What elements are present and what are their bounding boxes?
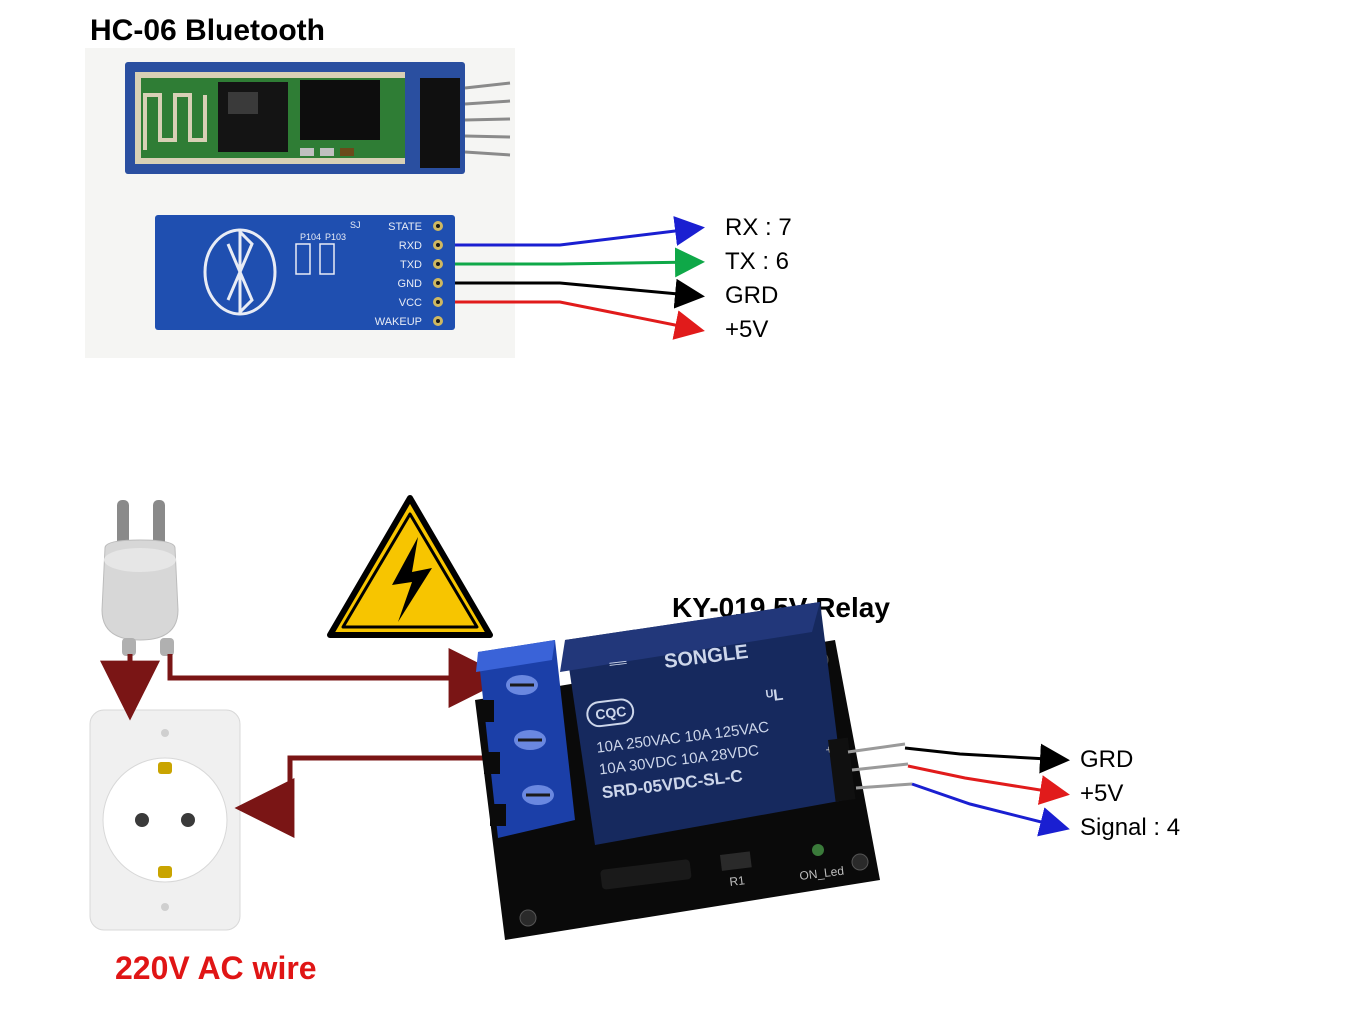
svg-text:GND: GND bbox=[398, 278, 423, 290]
hazard-icon bbox=[330, 498, 490, 635]
svg-text:RXD: RXD bbox=[399, 240, 422, 252]
ac-wires bbox=[130, 654, 500, 808]
hc06-module-back: STATE RXD TXD GND VCC WAKEUP P104 P103 S… bbox=[155, 215, 455, 330]
wiring-diagram: HC-06 Bluetooth KY-019 5V Relay 220V AC … bbox=[0, 0, 1347, 1016]
svg-text:+: + bbox=[825, 742, 834, 757]
svg-text:SJ: SJ bbox=[350, 220, 361, 230]
svg-text:R1: R1 bbox=[729, 873, 746, 889]
diagram-svg: STATE RXD TXD GND VCC WAKEUP P104 P103 S… bbox=[0, 0, 1347, 1016]
svg-text:SONGLE: SONGLE bbox=[663, 641, 750, 673]
relay-pin-gnd-label: GRD bbox=[1080, 746, 1133, 774]
bt-pin-5v-label: +5V bbox=[725, 316, 768, 344]
svg-text:P103: P103 bbox=[325, 232, 346, 242]
relay-wires bbox=[905, 748, 1065, 828]
svg-text:ON_Led: ON_Led bbox=[799, 864, 845, 883]
ac-wire-label: 220V AC wire bbox=[115, 950, 317, 987]
hc06-module-front bbox=[125, 62, 510, 174]
svg-text:10A 250VAC 10A 125VAC: 10A 250VAC 10A 125VAC bbox=[595, 719, 770, 757]
eu-socket bbox=[90, 710, 240, 930]
bluetooth-title: HC-06 Bluetooth bbox=[90, 14, 325, 48]
svg-text:══: ══ bbox=[608, 655, 628, 671]
svg-text:P104: P104 bbox=[300, 232, 321, 242]
svg-text:CQC: CQC bbox=[594, 703, 627, 723]
svg-text:WAKEUP: WAKEUP bbox=[375, 316, 422, 328]
bt-pin-gnd-label: GRD bbox=[725, 282, 778, 310]
relay-pin-5v-label: +5V bbox=[1080, 780, 1123, 808]
relay-module: SONGLE ══ CQC ᵁL 10A 250VAC 10A 125VAC 1… bbox=[475, 602, 912, 940]
bt-photo-bg bbox=[85, 48, 515, 358]
svg-text:-: - bbox=[831, 761, 837, 775]
bt-wires bbox=[455, 228, 700, 330]
relay-title: KY-019 5V Relay bbox=[672, 592, 890, 624]
bt-pin-rx-label: RX : 7 bbox=[725, 214, 792, 242]
svg-text:SRD-05VDC-SL-C: SRD-05VDC-SL-C bbox=[601, 766, 744, 802]
relay-pin-signal-label: Signal : 4 bbox=[1080, 814, 1180, 842]
svg-text:10A 30VDC 10A 28VDC: 10A 30VDC 10A 28VDC bbox=[598, 742, 760, 779]
svg-text:S: S bbox=[837, 778, 847, 793]
svg-text:TXD: TXD bbox=[400, 259, 422, 271]
svg-text:ᵁL: ᵁL bbox=[765, 687, 784, 706]
bt-pin-tx-label: TX : 6 bbox=[725, 248, 789, 276]
svg-text:STATE: STATE bbox=[388, 221, 422, 233]
eu-plug bbox=[102, 500, 178, 656]
svg-text:VCC: VCC bbox=[399, 297, 422, 309]
